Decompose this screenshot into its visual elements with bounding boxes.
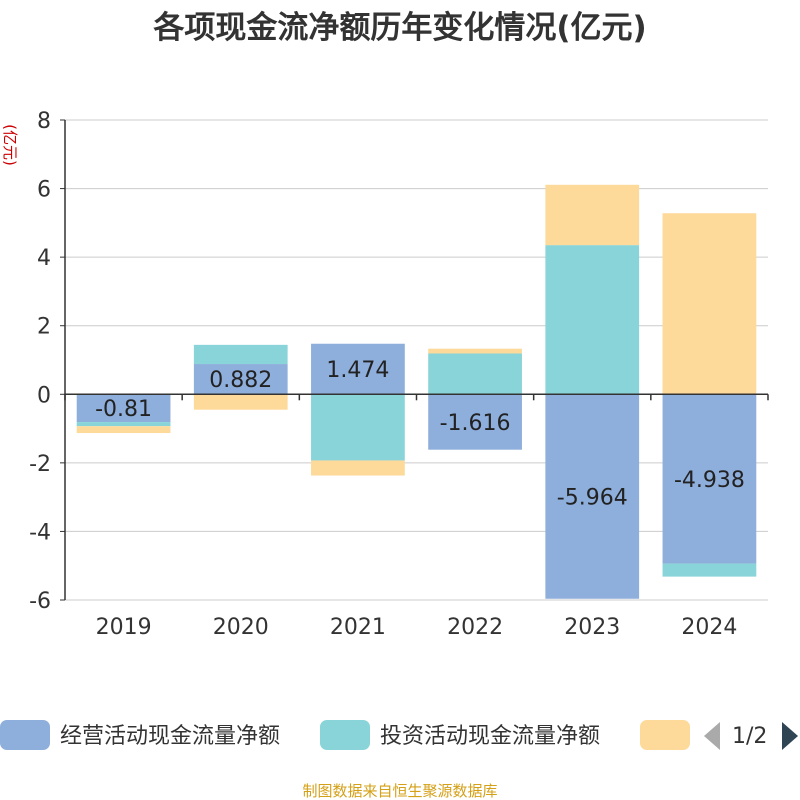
y-axis-label: (亿元) xyxy=(1,124,19,166)
bar-2019-series-1 xyxy=(76,394,171,423)
data-label: -5.964 xyxy=(557,486,628,511)
legend: 经营活动现金流量净额 投资活动现金流量净额 1/2 xyxy=(0,720,798,750)
bar-2023-series-2 xyxy=(545,245,640,395)
bar-2022-series-3 xyxy=(428,348,522,354)
x-tick-label: 2019 xyxy=(96,615,152,640)
x-tick-label: 2020 xyxy=(213,615,269,640)
legend-page-indicator: 1/2 xyxy=(732,724,767,749)
y-tick-label: 6 xyxy=(37,178,51,203)
bar-2024-series-2 xyxy=(662,563,757,577)
bar-2020-series-1 xyxy=(193,364,288,395)
bar-2023-series-3 xyxy=(545,184,640,246)
data-label: -4.938 xyxy=(674,468,745,493)
y-tick-label: 8 xyxy=(37,109,51,134)
bar-2024-series-1 xyxy=(662,394,757,564)
x-tick-label: 2022 xyxy=(447,615,503,640)
bar-2021-series-2 xyxy=(311,394,405,461)
bar-2022-series-2 xyxy=(428,353,522,395)
bar-2024-series-3 xyxy=(662,213,757,395)
data-labels: -0.81 0.882 1.474 -1.616 -5.964 -4.938 xyxy=(95,358,745,511)
y-tick-label: 2 xyxy=(37,315,51,340)
legend-swatch-series-2 xyxy=(320,720,370,750)
legend-label: 投资活动现金流量净额 xyxy=(380,724,600,749)
y-tick-label: -6 xyxy=(29,589,51,614)
y-tick-label: 0 xyxy=(37,383,51,408)
legend-swatch-series-3 xyxy=(640,720,690,750)
bar-2019-series-3 xyxy=(76,426,171,434)
chart-title: 各项现金流净额历年变化情况(亿元) xyxy=(152,10,646,46)
bar-2021-series-3 xyxy=(311,460,405,476)
bars xyxy=(76,184,757,599)
data-label: 0.882 xyxy=(209,368,272,393)
y-tick-label: -2 xyxy=(29,452,51,477)
legend-swatch-series-1 xyxy=(0,720,50,750)
bar-2021-series-1 xyxy=(311,343,405,395)
axes: -6 -4 -2 0 2 4 6 8 2019 2020 2021 2022 2023 2024 xyxy=(29,109,769,640)
x-tick-label: 2023 xyxy=(564,615,620,640)
data-label: 1.474 xyxy=(326,358,389,383)
source-note: 制图数据来自恒生聚源数据库 xyxy=(302,782,497,800)
bar-2019-series-2 xyxy=(76,422,171,427)
legend-label: 经营活动现金流量净额 xyxy=(60,724,280,749)
legend-next-arrow-icon xyxy=(782,722,798,750)
y-tick-label: -4 xyxy=(29,520,51,545)
data-label: -1.616 xyxy=(440,411,511,436)
x-tick-label: 2021 xyxy=(330,615,386,640)
bar-2020-series-3 xyxy=(193,394,288,410)
bar-2020-series-2 xyxy=(193,344,288,365)
data-label: -0.81 xyxy=(95,397,152,422)
bar-2023-series-1 xyxy=(545,394,640,599)
x-tick-label: 2024 xyxy=(681,615,737,640)
legend-prev-arrow-icon xyxy=(704,722,720,750)
bar-2022-series-1 xyxy=(428,394,522,450)
y-tick-label: 4 xyxy=(37,246,51,271)
